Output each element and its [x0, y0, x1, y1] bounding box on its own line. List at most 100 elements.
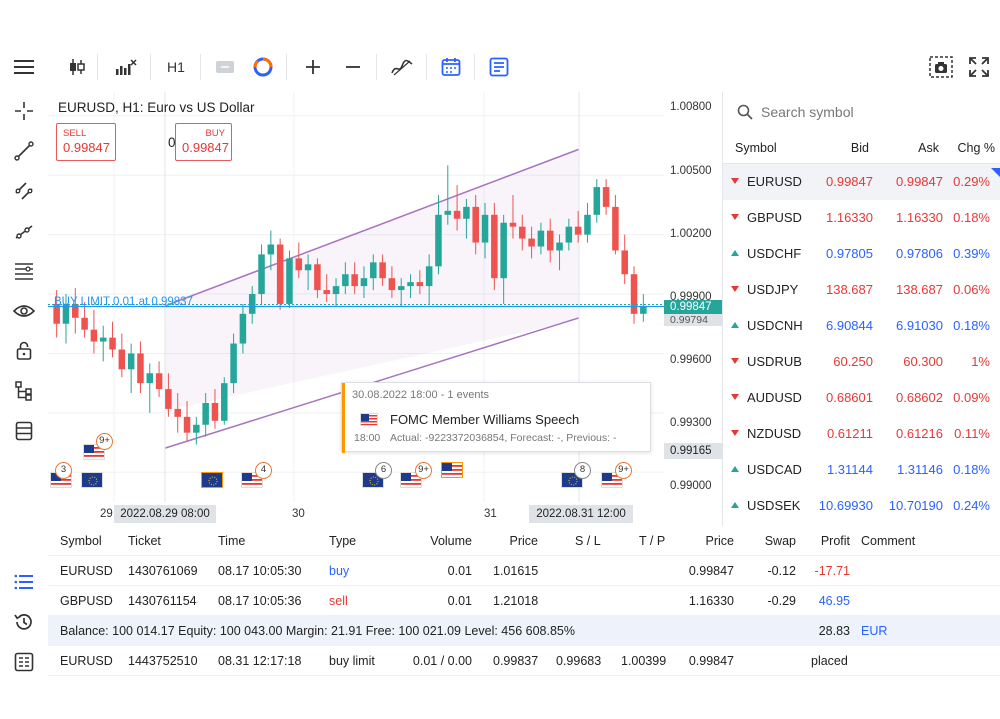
watch-change: 0.11% — [954, 426, 990, 441]
fullscreen-icon[interactable] — [962, 42, 996, 92]
history-icon[interactable] — [8, 607, 40, 637]
event-count-badge[interactable]: 6 — [375, 462, 392, 479]
eye-icon[interactable] — [8, 296, 40, 326]
us-flag-icon[interactable] — [441, 462, 463, 478]
data-window-icon[interactable] — [8, 416, 40, 446]
col-bid[interactable]: Bid — [850, 141, 869, 155]
sell-button[interactable]: SELL 0.99847 — [56, 123, 116, 161]
pos-current-price: 0.99847 — [688, 564, 734, 578]
watchlist-row[interactable]: EURUSD 0.99847 0.99847 0.29% — [723, 164, 1000, 200]
watch-change: 0.18% — [953, 210, 990, 225]
col-current-price[interactable]: Price — [705, 534, 734, 548]
watch-ask: 1.16330 — [896, 210, 943, 225]
col-sl[interactable]: S / L — [575, 534, 601, 548]
eu-flag-icon[interactable] — [201, 472, 223, 488]
col-swap[interactable]: Swap — [764, 534, 796, 548]
buy-price: 0.99847 — [182, 140, 229, 155]
position-row[interactable]: EURUSD 1430761069 08.17 10:05:30 buy 0.01 1.0… — [48, 556, 1000, 586]
candle-body — [556, 242, 563, 251]
watch-symbol: USDJPY — [747, 282, 799, 297]
col-symbol[interactable]: Symbol — [735, 141, 777, 155]
col-type[interactable]: Type — [329, 534, 357, 548]
event-count-badge[interactable]: 3 — [55, 462, 72, 479]
candle-body — [407, 282, 414, 287]
us-flag-icon[interactable] — [241, 472, 263, 488]
pos-volume: 0.01 — [447, 564, 472, 578]
watchlist-row[interactable]: USDCHF 0.97805 0.97806 0.39% — [723, 236, 1000, 272]
crosshair-icon[interactable] — [8, 96, 40, 126]
candle-body — [146, 373, 154, 384]
position-row[interactable]: GBPUSD 1430761154 08.17 10:05:36 sell 0.01 1.… — [48, 586, 1000, 616]
time-axis[interactable]: 29 2022.08.29 08:00 30 31 2022.08.31 12:… — [48, 502, 722, 526]
watch-symbol: USDRUB — [747, 354, 802, 369]
watchlist-row[interactable]: USDCAD 1.31144 1.31146 0.18% — [723, 452, 1000, 488]
account-summary-text: Balance: 100 014.17 Equity: 100 043.00 M… — [60, 624, 575, 638]
indicators-icon[interactable] — [108, 42, 144, 92]
col-symbol[interactable]: Symbol — [60, 534, 102, 548]
col-price[interactable]: Price — [509, 534, 538, 548]
watchlist-row[interactable]: NZDUSD 0.61211 0.61216 0.11% — [723, 416, 1000, 452]
drawing-tools-icon[interactable] — [384, 42, 420, 92]
candle-body — [258, 254, 265, 295]
eu-flag-icon[interactable] — [81, 472, 103, 488]
price-chart[interactable]: EURUSD, H1: Euro vs US Dollar SELL 0.998… — [48, 92, 664, 502]
screenshot-icon[interactable] — [924, 42, 958, 92]
col-ask[interactable]: Ask — [918, 141, 939, 155]
watchlist-row[interactable]: USDCNH 6.90844 6.91030 0.18% — [723, 308, 1000, 344]
menu-icon[interactable] — [6, 42, 42, 92]
parallel-channel-icon[interactable] — [8, 176, 40, 206]
col-change[interactable]: Chg % — [957, 141, 995, 155]
account-currency[interactable]: EUR — [861, 624, 888, 638]
candle-body — [342, 274, 349, 287]
zoom-in-icon[interactable] — [296, 42, 330, 92]
buy-button[interactable]: BUY 0.99847 — [175, 123, 232, 161]
watchlist-row[interactable]: USDRUB 60.250 60.300 1% — [723, 344, 1000, 380]
symbol-search[interactable] — [723, 92, 1000, 132]
chart-canvas[interactable] — [48, 92, 664, 502]
col-profit[interactable]: Profit — [820, 534, 850, 548]
ray-line-icon[interactable] — [8, 216, 40, 246]
trade-panel-icon[interactable] — [482, 42, 516, 92]
col-ticket[interactable]: Ticket — [128, 534, 161, 548]
order-type: buy limit — [329, 654, 375, 668]
watch-symbol: EURUSD — [747, 174, 802, 189]
watchlist-row[interactable]: USDJPY 138.687 138.687 0.06% — [723, 272, 1000, 308]
col-comment[interactable]: Comment — [861, 534, 916, 548]
candle-body — [165, 389, 172, 409]
event-count-badge[interactable]: 4 — [255, 462, 272, 479]
lock-icon[interactable] — [8, 336, 40, 366]
event-count-badge[interactable]: 8 — [574, 462, 591, 479]
zoom-out-icon[interactable] — [336, 42, 370, 92]
order-row[interactable]: EURUSD 1443752510 08.31 12:17:18 buy limit 0… — [48, 646, 1000, 676]
timeframe-button[interactable]: H1 — [167, 59, 185, 75]
economic-calendar-icon[interactable] — [434, 42, 468, 92]
col-time[interactable]: Time — [218, 534, 246, 548]
event-count-badge[interactable]: 9+ — [615, 462, 632, 479]
trend-line-icon[interactable] — [8, 136, 40, 166]
watch-ask: 60.300 — [903, 354, 943, 369]
price-tick: 1.00200 — [670, 228, 712, 240]
price-axis[interactable]: 1.00800 1.00500 1.00200 0.99900 0.99600 … — [664, 92, 722, 502]
event-count-badge[interactable]: 9+ — [96, 433, 113, 450]
trade-panel: Symbol Ticket Time Type Volume Price S /… — [48, 526, 1000, 676]
event-count-badge[interactable]: 9+ — [415, 462, 432, 479]
crosshair-price-tag: 0.99165 — [664, 443, 722, 459]
candle-body — [295, 258, 303, 271]
journal-icon[interactable] — [8, 647, 40, 677]
watch-ask: 1.31146 — [896, 462, 943, 477]
order-line-label[interactable]: BUY LIMIT 0.01 at 0.99837 — [54, 296, 193, 308]
objects-tree-icon[interactable] — [8, 376, 40, 406]
watchlist-row[interactable]: GBPUSD 1.16330 1.16330 0.18% — [723, 200, 1000, 236]
search-input[interactable] — [761, 104, 961, 120]
candlestick-chart-icon[interactable] — [60, 42, 94, 92]
fibonacci-icon[interactable] — [8, 256, 40, 286]
watchlist-row[interactable]: AUDUSD 0.68601 0.68602 0.09% — [723, 380, 1000, 416]
candle-body — [230, 343, 237, 384]
candle-body — [472, 206, 479, 243]
trade-list-icon[interactable] — [8, 567, 40, 597]
one-click-trading-icon[interactable] — [208, 42, 242, 92]
col-volume[interactable]: Volume — [430, 534, 472, 548]
col-tp[interactable]: T / P — [639, 534, 666, 548]
trade-history-icon[interactable] — [246, 42, 280, 92]
watchlist-row[interactable]: USDSEK 10.69930 10.70190 0.24% — [723, 488, 1000, 524]
